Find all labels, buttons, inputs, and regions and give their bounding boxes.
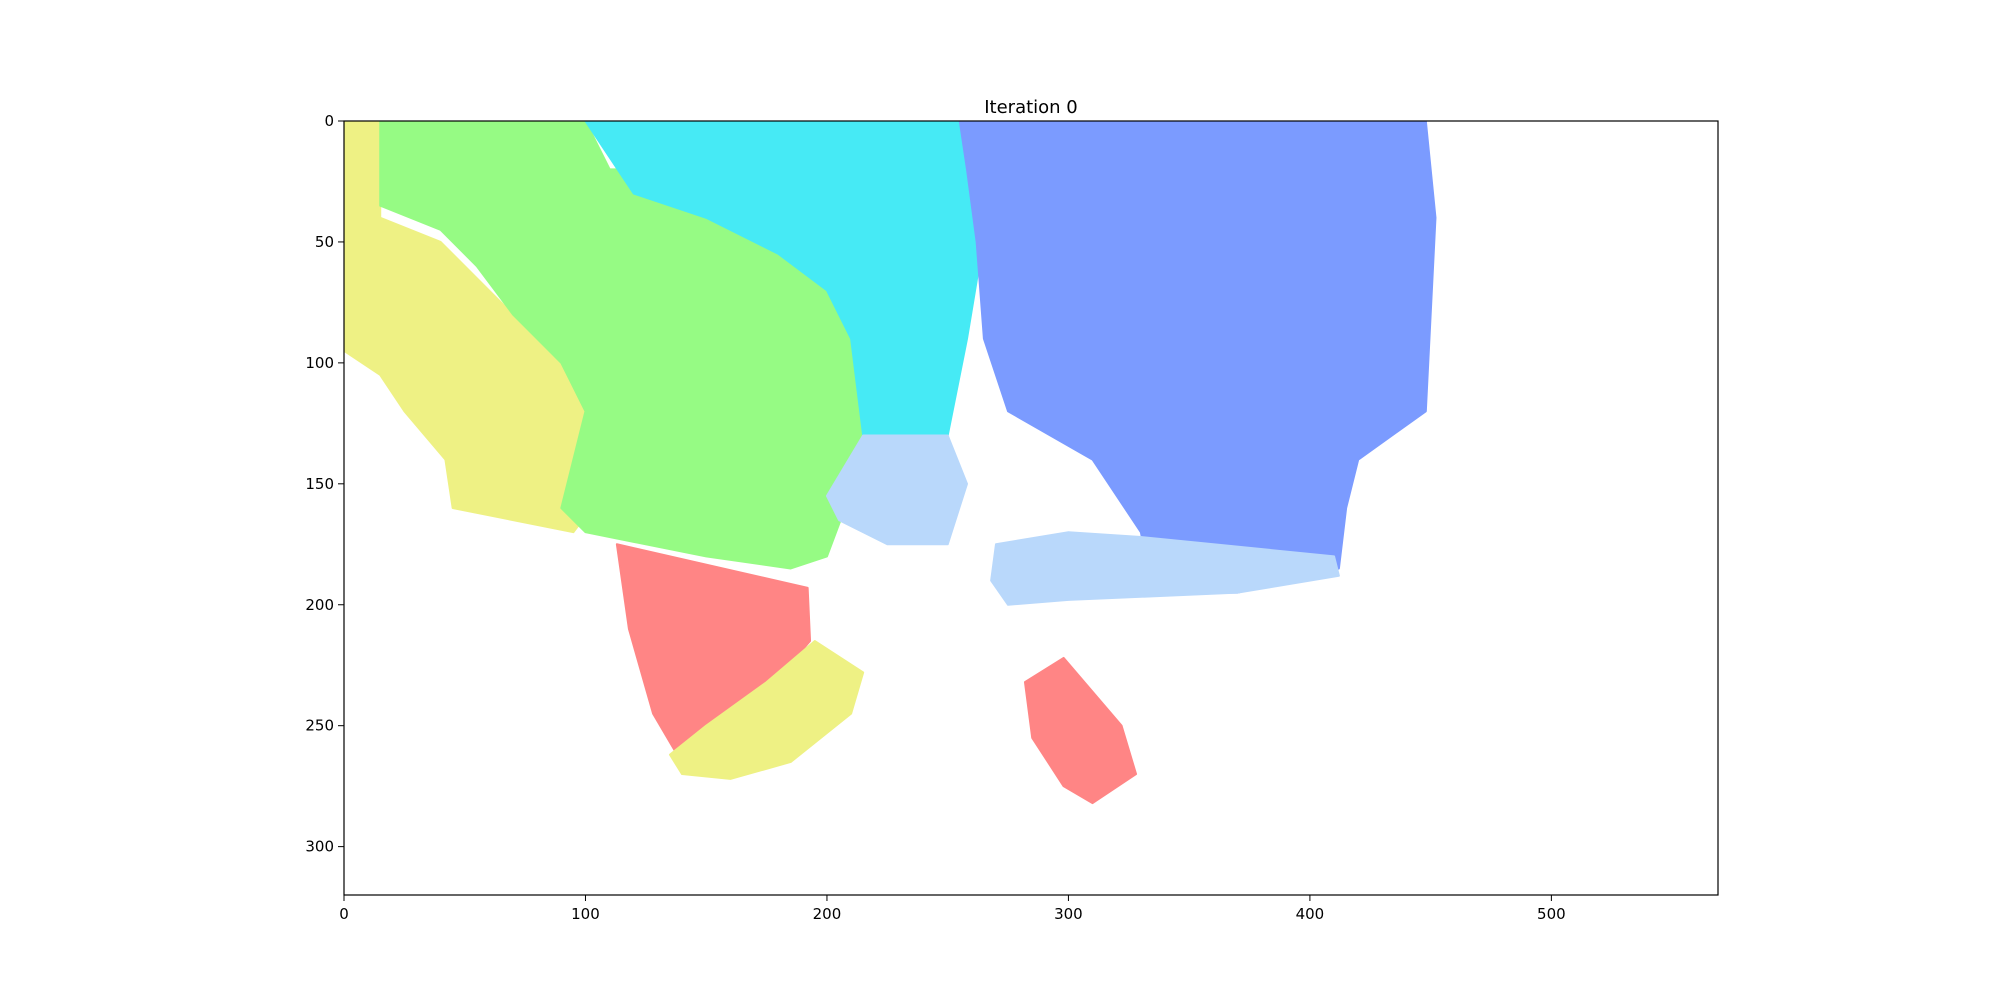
chart-title: Iteration 0: [984, 97, 1078, 118]
y-tick-label: 50: [315, 233, 334, 251]
y-tick-label: 200: [305, 596, 334, 614]
x-tick-label: 500: [1537, 905, 1566, 923]
region-yellow-lower: [668, 640, 865, 780]
y-tick-label: 100: [305, 354, 334, 372]
x-tick-label: 200: [813, 905, 842, 923]
y-tick-label: 150: [305, 475, 334, 493]
x-tick-label: 0: [339, 905, 349, 923]
x-tick-label: 300: [1054, 905, 1083, 923]
axes-frame: [343, 120, 1719, 896]
y-tick-label: 250: [305, 717, 334, 735]
region-lightblue-right: [990, 531, 1340, 606]
x-axis: 0 100 200 300 400 500: [339, 895, 1566, 923]
x-tick-label: 100: [571, 905, 600, 923]
region-red-right: [1023, 656, 1138, 805]
y-axis: 0 50 100 150 200 250 300: [305, 112, 344, 856]
y-tick-label: 0: [324, 112, 334, 130]
heatmap-image: [344, 121, 1437, 805]
y-tick-label: 300: [305, 838, 334, 856]
x-tick-label: 400: [1296, 905, 1325, 923]
region-lightblue-left: [825, 434, 969, 546]
